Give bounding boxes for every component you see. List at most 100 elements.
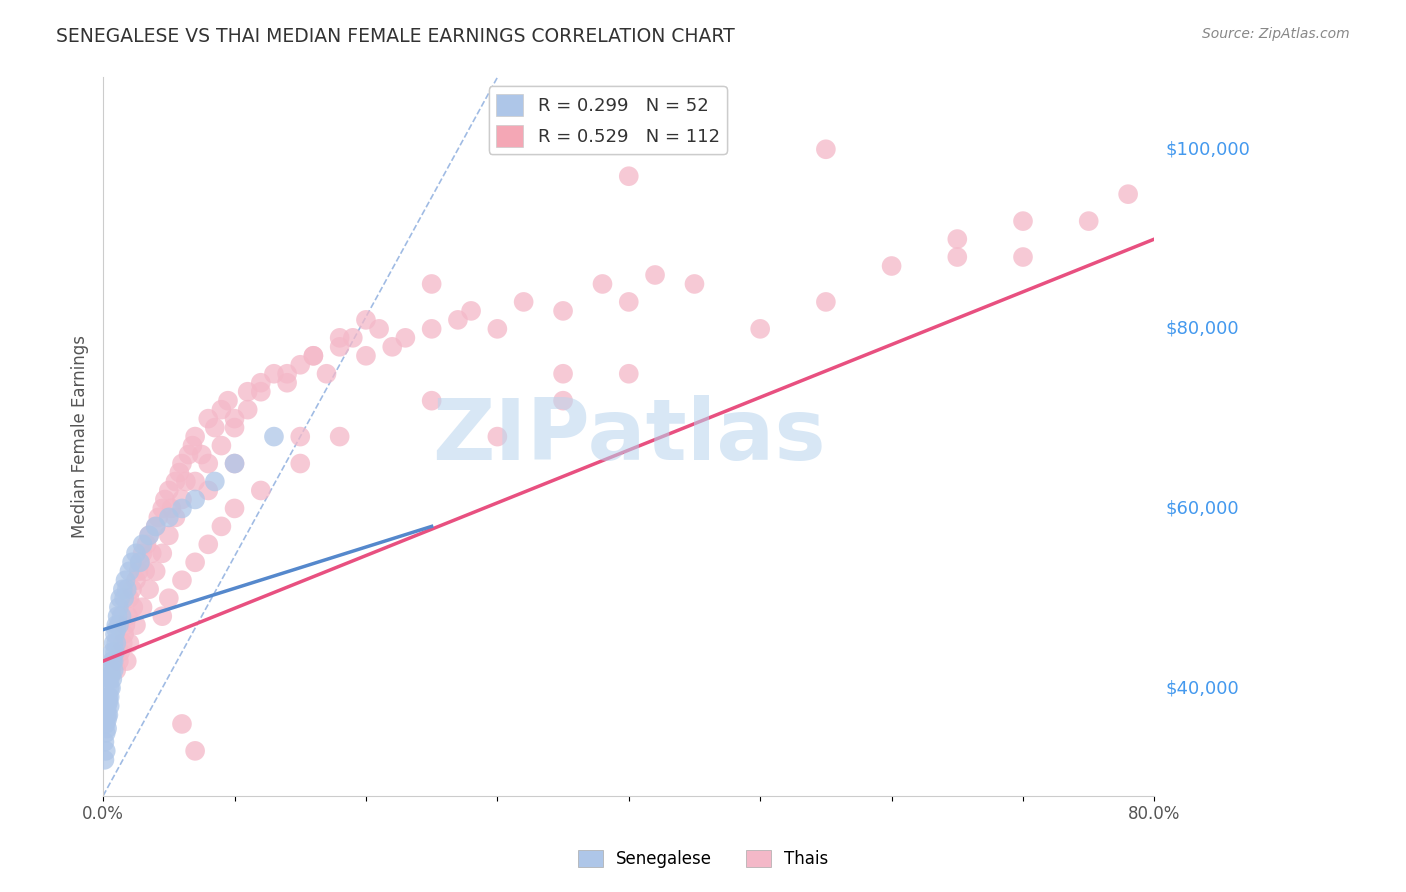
Thais	[551, 393, 574, 408]
Thais	[460, 304, 482, 318]
Thais	[204, 420, 226, 434]
Thais	[224, 501, 246, 516]
Thais	[157, 591, 180, 606]
Thais	[486, 322, 509, 336]
Thais	[157, 528, 180, 542]
Thais	[125, 618, 148, 632]
Thais	[108, 654, 131, 668]
Senegalese	[100, 663, 122, 677]
Senegalese	[97, 708, 120, 723]
Senegalese	[224, 457, 246, 471]
Senegalese	[157, 510, 180, 524]
Thais	[125, 574, 148, 588]
Text: SENEGALESE VS THAI MEDIAN FEMALE EARNINGS CORRELATION CHART: SENEGALESE VS THAI MEDIAN FEMALE EARNING…	[56, 27, 735, 45]
Text: ZIPatlas: ZIPatlas	[432, 395, 825, 478]
Thais	[184, 555, 207, 569]
Senegalese	[121, 555, 143, 569]
Senegalese	[105, 636, 128, 650]
Thais	[224, 420, 246, 434]
Thais	[447, 313, 470, 327]
Thais	[170, 457, 193, 471]
Senegalese	[94, 717, 117, 731]
Senegalese	[97, 694, 120, 708]
Thais	[114, 618, 136, 632]
Thais	[617, 367, 640, 381]
Thais	[118, 591, 141, 606]
Thais	[131, 546, 153, 560]
Thais	[209, 439, 232, 453]
Senegalese	[204, 475, 226, 489]
Legend: R = 0.299   N = 52, R = 0.529   N = 112: R = 0.299 N = 52, R = 0.529 N = 112	[489, 87, 727, 154]
Thais	[209, 402, 232, 417]
Thais	[420, 277, 443, 291]
Thais	[946, 250, 969, 264]
Thais	[209, 519, 232, 533]
Thais	[290, 429, 312, 443]
Thais	[302, 349, 325, 363]
Senegalese	[103, 654, 125, 668]
Senegalese	[100, 681, 122, 695]
Thais	[150, 546, 173, 560]
Senegalese	[131, 537, 153, 551]
Thais	[290, 358, 312, 372]
Senegalese	[112, 591, 135, 606]
Thais	[1012, 214, 1035, 228]
Thais	[329, 331, 352, 345]
Thais	[368, 322, 391, 336]
Thais	[128, 564, 150, 578]
Thais	[683, 277, 706, 291]
Thais	[111, 636, 134, 650]
Thais	[138, 582, 160, 597]
Thais	[1116, 187, 1139, 202]
Thais	[184, 475, 207, 489]
Text: Source: ZipAtlas.com: Source: ZipAtlas.com	[1202, 27, 1350, 41]
Thais	[276, 367, 298, 381]
Senegalese	[103, 663, 125, 677]
Thais	[749, 322, 772, 336]
Thais	[236, 384, 259, 399]
Thais	[420, 322, 443, 336]
Senegalese	[105, 623, 128, 637]
Thais	[131, 600, 153, 615]
Thais	[290, 457, 312, 471]
Thais	[184, 429, 207, 443]
Thais	[115, 654, 138, 668]
Thais	[145, 519, 167, 533]
Senegalese	[94, 744, 117, 758]
Thais	[315, 367, 337, 381]
Thais	[135, 537, 157, 551]
Thais	[197, 537, 219, 551]
Senegalese	[98, 690, 121, 704]
Thais	[170, 492, 193, 507]
Thais	[880, 259, 903, 273]
Thais	[250, 376, 273, 390]
Senegalese	[118, 564, 141, 578]
Thais	[617, 169, 640, 184]
Senegalese	[110, 609, 132, 624]
Thais	[276, 376, 298, 390]
Senegalese	[93, 735, 115, 749]
Thais	[644, 268, 666, 282]
Senegalese	[129, 555, 152, 569]
Senegalese	[97, 690, 120, 704]
Thais	[617, 294, 640, 309]
Thais	[121, 582, 143, 597]
Thais	[1012, 250, 1035, 264]
Thais	[150, 501, 173, 516]
Senegalese	[104, 627, 127, 641]
Thais	[129, 555, 152, 569]
Thais	[946, 232, 969, 246]
Thais	[381, 340, 404, 354]
Senegalese	[115, 582, 138, 597]
Thais	[197, 483, 219, 498]
Thais	[814, 142, 837, 156]
Thais	[134, 564, 156, 578]
Thais	[170, 574, 193, 588]
Thais	[177, 448, 200, 462]
Senegalese	[184, 492, 207, 507]
Thais	[1077, 214, 1099, 228]
Senegalese	[101, 645, 124, 659]
Text: $40,000: $40,000	[1166, 679, 1239, 697]
Senegalese	[94, 726, 117, 740]
Thais	[138, 528, 160, 542]
